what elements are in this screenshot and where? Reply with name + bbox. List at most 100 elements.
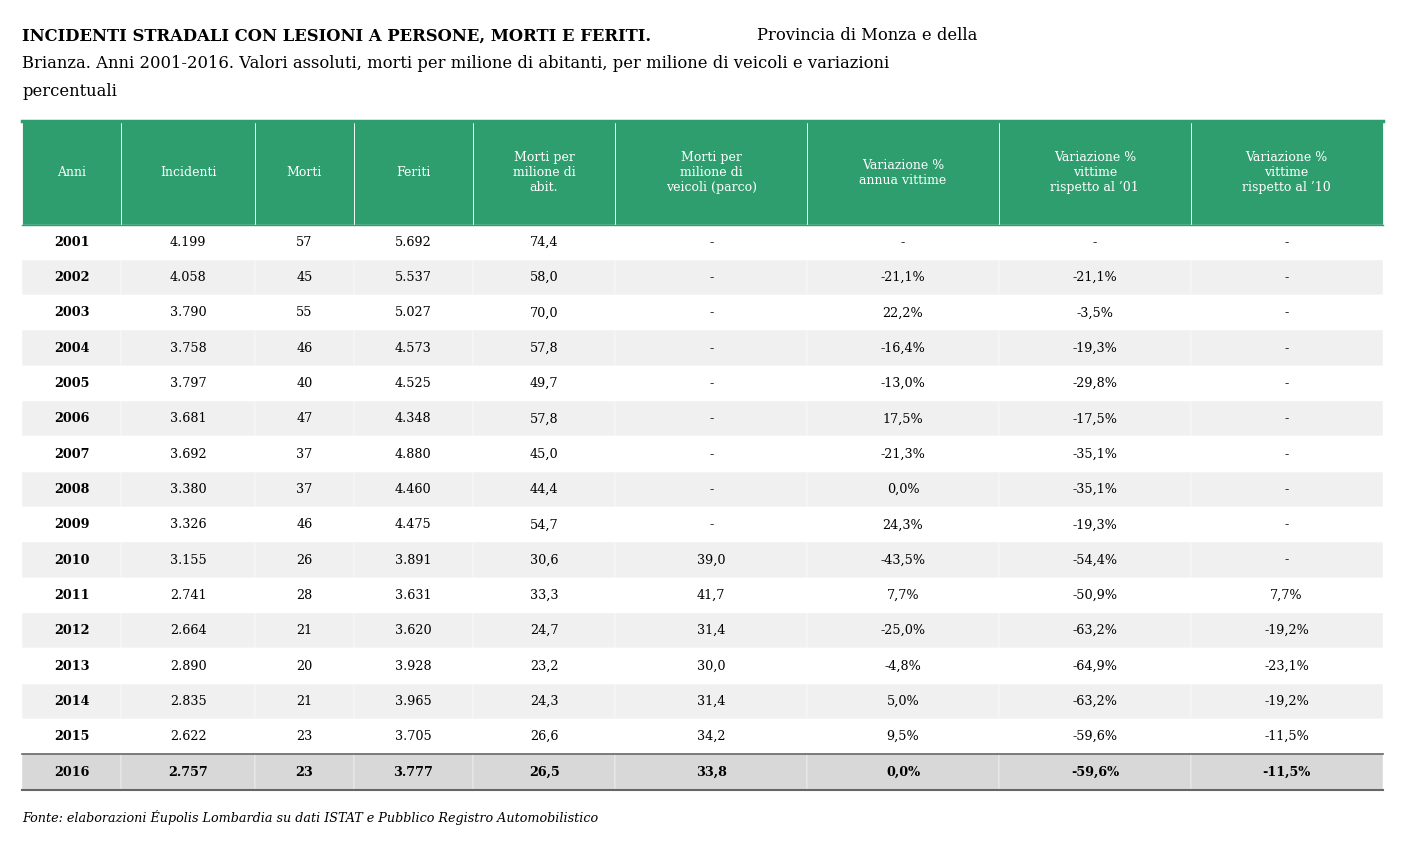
Bar [254,330,354,366]
Text: 2005: 2005 [55,377,90,390]
Text: -: - [1284,483,1288,496]
Text: 24,7: 24,7 [530,625,558,637]
Text: INCIDENTI STRADALI CON LESIONI A PERSONE, MORTI E FERITI.: INCIDENTI STRADALI CON LESIONI A PERSONE… [22,27,652,44]
Text: -59,6%: -59,6% [1071,766,1118,779]
Text: 20: 20 [296,660,312,672]
Bar [22,225,121,260]
Text: 34,2: 34,2 [697,730,725,743]
Text: 44,4: 44,4 [530,483,558,496]
Text: 23: 23 [295,766,313,779]
Bar [121,648,254,683]
Text: 2004: 2004 [55,341,90,355]
Bar [615,401,806,437]
Text: -64,9%: -64,9% [1072,660,1117,672]
Text: 3.790: 3.790 [170,306,207,319]
Text: 3.326: 3.326 [170,518,207,531]
Bar [806,437,999,471]
Bar [354,683,473,719]
Text: 3.692: 3.692 [170,448,207,460]
Text: -: - [1284,341,1288,355]
Text: 4.460: 4.460 [395,483,431,496]
Text: 4.199: 4.199 [170,236,207,248]
Bar [354,578,473,613]
Bar [806,295,999,330]
Bar [254,366,354,401]
Text: -63,2%: -63,2% [1072,695,1117,708]
Bar [254,542,354,578]
Bar [254,754,354,790]
Text: 4.573: 4.573 [395,341,431,355]
Text: -43,5%: -43,5% [881,554,926,567]
Bar [473,366,615,401]
Text: 4.475: 4.475 [395,518,431,531]
Text: 22,2%: 22,2% [882,306,923,319]
Bar [354,507,473,542]
Bar [254,471,354,507]
Text: 46: 46 [296,518,312,531]
Bar [22,719,121,754]
Text: 5.537: 5.537 [395,271,431,284]
Text: 26: 26 [296,554,312,567]
Bar [806,613,999,648]
Text: 54,7: 54,7 [530,518,558,531]
Bar [354,613,473,648]
Bar [999,366,1190,401]
Text: 3.380: 3.380 [170,483,207,496]
Bar [121,507,254,542]
Bar [121,471,254,507]
Text: -17,5%: -17,5% [1072,413,1117,426]
Text: 5.027: 5.027 [395,306,431,319]
Bar [22,648,121,683]
Bar [615,754,806,790]
Bar [121,330,254,366]
Bar [254,121,354,225]
Text: 3.705: 3.705 [395,730,431,743]
Bar [1190,366,1383,401]
Text: 57,8: 57,8 [530,413,558,426]
Bar [22,437,121,471]
Text: Variazione %
vittime
rispetto al ’01: Variazione % vittime rispetto al ’01 [1051,151,1139,194]
Bar [354,401,473,437]
Bar [806,542,999,578]
Text: 0,0%: 0,0% [887,483,919,496]
Bar [1190,225,1383,260]
Bar [999,683,1190,719]
Text: 31,4: 31,4 [697,695,725,708]
Bar [473,507,615,542]
Bar [22,260,121,295]
Text: 37: 37 [296,483,312,496]
Bar [615,471,806,507]
Bar [121,121,254,225]
Bar [121,437,254,471]
Text: 57: 57 [296,236,312,248]
Bar [999,648,1190,683]
Text: 2.757: 2.757 [169,766,208,779]
Bar [254,401,354,437]
Text: -3,5%: -3,5% [1076,306,1113,319]
Bar [473,719,615,754]
Bar [473,578,615,613]
Text: 26,6: 26,6 [530,730,558,743]
Text: 45,0: 45,0 [530,448,558,460]
Bar [22,683,121,719]
Text: -: - [710,483,714,496]
Text: -: - [1284,518,1288,531]
Text: 3.758: 3.758 [170,341,207,355]
Text: 3.891: 3.891 [395,554,431,567]
Bar [22,330,121,366]
Bar [615,542,806,578]
Bar [121,683,254,719]
Text: -: - [1284,448,1288,460]
Text: Morti per
milione di
veicoli (parco): Morti per milione di veicoli (parco) [666,151,757,194]
Text: 5,0%: 5,0% [887,695,919,708]
Bar [473,330,615,366]
Text: 3.681: 3.681 [170,413,207,426]
Text: 24,3: 24,3 [530,695,558,708]
Bar [121,225,254,260]
Bar [121,613,254,648]
Bar [806,754,999,790]
Bar [806,578,999,613]
Text: 2.622: 2.622 [170,730,207,743]
Bar [254,260,354,295]
Bar [121,366,254,401]
